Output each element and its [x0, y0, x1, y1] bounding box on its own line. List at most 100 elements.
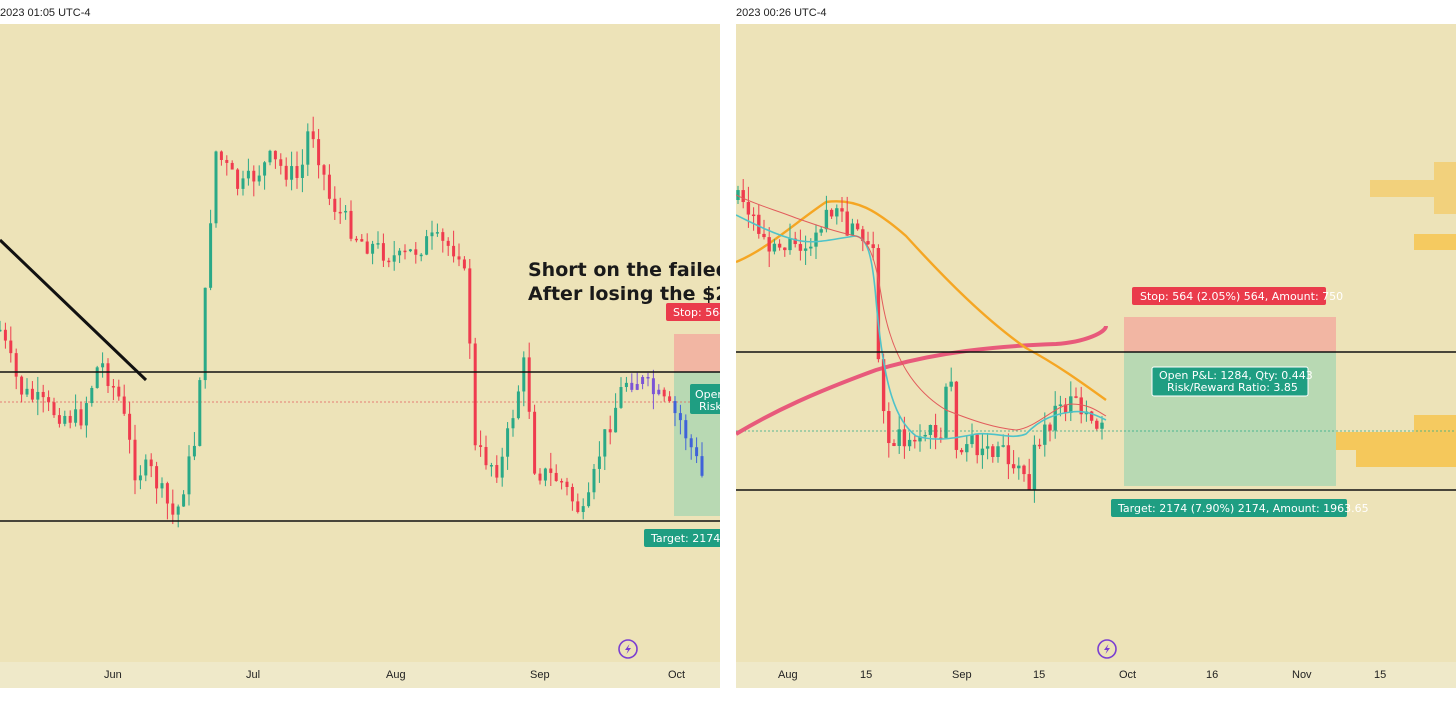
chart-panel-right[interactable]: 2023 00:26 UTC-4 Stop: 564 (2.05%) 564, — [736, 0, 1456, 688]
x-tick-label: 16 — [1206, 669, 1218, 681]
candle-body — [923, 434, 927, 437]
lightning-icon[interactable] — [1097, 639, 1117, 659]
candle-body — [767, 237, 771, 252]
candle-body — [814, 232, 818, 247]
candle-body — [581, 506, 585, 513]
candle-body — [736, 190, 740, 200]
candle-body — [1058, 404, 1063, 406]
candle-body — [959, 449, 964, 453]
candle-body — [295, 166, 299, 178]
candle-body — [777, 243, 782, 248]
candle-body — [1017, 465, 1021, 469]
candle-body — [144, 459, 148, 476]
candle-body — [565, 481, 569, 487]
candle-body — [516, 391, 520, 419]
chart-canvas-right[interactable]: 2023 00:26 UTC-4 Stop: 564 (2.05%) 564, — [736, 0, 1456, 688]
candle-body — [887, 411, 891, 444]
annotation-line-1: Short on the failed — [528, 259, 720, 281]
candle-body — [41, 391, 45, 398]
candle-body — [695, 447, 699, 457]
candle-body — [549, 468, 553, 473]
candle-body — [592, 468, 596, 493]
candle-body — [918, 436, 922, 442]
candle-body — [257, 175, 261, 182]
candle-body — [835, 208, 839, 217]
candle-body — [554, 472, 558, 481]
candle-body — [651, 378, 655, 395]
candle-body — [1089, 411, 1094, 421]
candle-body — [762, 233, 766, 238]
candle-body — [684, 420, 688, 439]
candle-body — [570, 486, 574, 502]
candle-body — [866, 241, 870, 245]
candle-body — [246, 170, 250, 179]
candle-body — [198, 380, 202, 446]
candle-body — [1100, 422, 1104, 429]
axis-strip — [736, 662, 1456, 688]
x-tick-label: 15 — [1374, 669, 1386, 681]
candle-body — [1079, 397, 1083, 415]
trend-line[interactable] — [0, 238, 148, 382]
candle-body — [79, 409, 83, 426]
candle-body — [90, 387, 94, 404]
candle-body — [192, 445, 196, 457]
chart-canvas-left[interactable]: 2023 01:05 UTC-4 Short on the failed Aft… — [0, 0, 720, 688]
candle-body — [3, 329, 7, 341]
candle-body — [689, 438, 693, 448]
ma-red-thin — [736, 194, 1107, 431]
candle-body — [597, 456, 601, 469]
chart-panel-left[interactable]: 2023 01:05 UTC-4 Short on the failed Aft… — [0, 0, 720, 688]
candle-body — [965, 444, 969, 453]
candle-body — [268, 150, 272, 163]
candle-body — [538, 473, 542, 481]
candle-body — [95, 367, 99, 388]
candle-body — [441, 232, 445, 241]
lightning-icon[interactable] — [618, 639, 638, 659]
candle-body — [63, 415, 67, 424]
ma-orange — [736, 200, 1107, 401]
ma-pink — [736, 325, 1108, 436]
candle-body — [489, 464, 493, 467]
candle-body — [338, 211, 342, 214]
candle-body — [614, 407, 618, 433]
candle-body — [803, 248, 808, 251]
candle-body — [473, 343, 477, 446]
candle-body — [495, 464, 499, 478]
candle-body — [182, 494, 186, 507]
candle-body — [991, 446, 995, 457]
candle-body — [897, 429, 901, 446]
candle-body — [160, 483, 164, 489]
candle-body — [1048, 424, 1052, 431]
open-tag-line-1: Open P&L: 1284, Qty: 0.443 — [1159, 369, 1313, 382]
candle-body — [980, 448, 985, 456]
candle-body — [20, 376, 24, 395]
candle-body — [603, 429, 607, 457]
candle-body — [333, 198, 337, 212]
candle-body — [783, 247, 787, 251]
candle-body — [398, 250, 402, 256]
candle-body — [576, 501, 580, 513]
x-tick-label: Aug — [778, 669, 798, 681]
candle-body — [165, 483, 169, 504]
open-tag: Open P&L: 1284, Qty: 0.443 Risk/Reward R… — [1151, 366, 1313, 397]
candle-body — [371, 243, 375, 254]
candle-body — [635, 383, 639, 390]
candle-body — [933, 425, 938, 438]
candle-body — [829, 209, 834, 217]
candle-body — [155, 466, 159, 489]
candle-body — [468, 268, 472, 344]
open-tag-line-2: Risk/Reward Ratio: 3.85 — [1167, 381, 1298, 394]
candle-body — [1032, 444, 1037, 490]
candle-body — [772, 243, 777, 252]
candle-body — [414, 249, 418, 255]
candle-body — [845, 211, 849, 236]
candle-body — [587, 492, 591, 507]
x-tick-label: 15 — [860, 669, 872, 681]
stop-zone — [1124, 317, 1336, 352]
candle-body — [819, 229, 823, 233]
candle-body — [284, 165, 288, 180]
candle-body — [273, 150, 277, 160]
candle-body — [435, 232, 439, 234]
candle-body — [290, 166, 294, 180]
candle-body — [506, 428, 510, 457]
